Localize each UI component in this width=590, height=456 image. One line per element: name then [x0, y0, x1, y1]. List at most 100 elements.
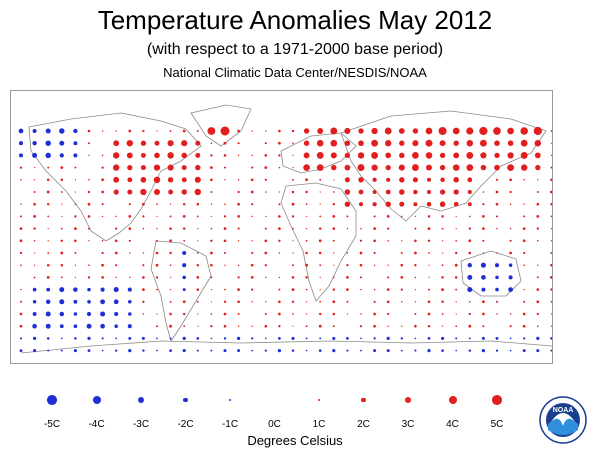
- coastline-south-america: [150, 240, 212, 342]
- warm-anomaly-dot: [210, 251, 213, 255]
- warm-anomaly-dot: [169, 264, 172, 267]
- warm-anomaly-dot: [19, 227, 23, 230]
- cold-anomaly-dot: [223, 349, 227, 353]
- warm-anomaly-dot: [167, 177, 174, 183]
- coastline-greenland: [190, 104, 252, 147]
- warm-anomaly-dot: [303, 140, 310, 146]
- warm-anomaly-dot: [427, 239, 431, 243]
- warm-anomaly-dot: [46, 178, 50, 182]
- warm-anomaly-dot: [387, 325, 389, 327]
- warm-anomaly-dot: [493, 127, 501, 135]
- warm-anomaly-dot: [332, 203, 335, 206]
- cold-anomaly-dot: [182, 288, 186, 292]
- cold-anomaly-dot: [346, 349, 349, 352]
- warm-anomaly-dot: [468, 300, 471, 303]
- warm-anomaly-dot: [223, 166, 227, 169]
- warm-anomaly-dot: [264, 227, 267, 230]
- cold-anomaly-dot: [196, 349, 199, 352]
- warm-anomaly-dot: [495, 300, 499, 303]
- warm-anomaly-dot: [19, 239, 23, 243]
- warm-anomaly-dot: [33, 264, 36, 266]
- warm-anomaly-dot: [550, 288, 552, 291]
- cold-anomaly-dot: [101, 337, 104, 340]
- warm-anomaly-dot: [455, 215, 457, 218]
- warm-anomaly-dot: [371, 139, 379, 147]
- warm-anomaly-dot: [373, 227, 376, 230]
- warm-anomaly-dot: [360, 313, 362, 315]
- warm-anomaly-dot: [167, 164, 174, 171]
- warm-anomaly-dot: [142, 129, 145, 133]
- warm-anomaly-dot: [154, 152, 160, 159]
- warm-anomaly-dot: [196, 288, 200, 291]
- cold-anomaly-dot: [19, 337, 23, 340]
- warm-anomaly-dot: [384, 127, 392, 135]
- warm-anomaly-dot: [264, 312, 267, 316]
- warm-anomaly-dot: [292, 178, 294, 181]
- warm-anomaly-dot: [142, 288, 145, 291]
- warm-anomaly-dot: [496, 227, 498, 230]
- legend-dot: [404, 396, 412, 404]
- coastlines: [20, 104, 552, 354]
- cold-anomaly-dot: [73, 349, 77, 353]
- warm-anomaly-dot: [385, 164, 391, 171]
- warm-anomaly-dot: [210, 166, 213, 169]
- warm-anomaly-dot: [358, 140, 364, 147]
- warm-anomaly-dot: [74, 252, 77, 254]
- warm-anomaly-dot: [550, 300, 552, 303]
- warm-anomaly-dot: [344, 152, 351, 159]
- cold-anomaly-dot: [468, 349, 472, 352]
- warm-anomaly-dot: [195, 140, 201, 146]
- cold-anomaly-dot: [45, 152, 51, 159]
- warm-anomaly-dot: [181, 177, 187, 183]
- warm-anomaly-dot: [344, 177, 350, 183]
- warm-anomaly-dot: [113, 164, 120, 171]
- cold-anomaly-dot: [60, 337, 63, 340]
- warm-anomaly-dot: [482, 325, 485, 328]
- warm-anomaly-dot: [373, 251, 376, 255]
- warm-anomaly-dot: [251, 240, 253, 242]
- warm-anomaly-dot: [210, 325, 213, 328]
- warm-anomaly-dot: [550, 142, 552, 144]
- warm-anomaly-dot: [196, 300, 199, 303]
- warm-anomaly-dot: [523, 251, 526, 255]
- warm-anomaly-dot: [398, 128, 405, 134]
- cold-anomaly-dot: [373, 337, 376, 340]
- cold-anomaly-dot: [536, 349, 540, 353]
- warm-anomaly-dot: [455, 288, 458, 291]
- cold-anomaly-dot: [32, 152, 38, 158]
- legend-dot: [183, 397, 188, 403]
- legend-label: 1C: [312, 419, 326, 430]
- cold-anomaly-dot: [100, 323, 105, 329]
- warm-anomaly-dot: [87, 129, 91, 133]
- warm-anomaly-dot: [127, 164, 133, 171]
- warm-anomaly-dot: [494, 140, 500, 146]
- warm-anomaly-dot: [550, 203, 552, 206]
- warm-anomaly-dot: [453, 152, 460, 159]
- warm-anomaly-dot: [536, 215, 540, 218]
- warm-anomaly-dot: [264, 166, 268, 169]
- warm-anomaly-dot: [318, 312, 322, 316]
- warm-anomaly-dot: [495, 178, 499, 181]
- warm-anomaly-dot: [509, 239, 512, 242]
- warm-anomaly-dot: [371, 151, 379, 159]
- warm-anomaly-dot: [20, 215, 22, 218]
- cold-anomaly-dot: [32, 323, 37, 329]
- warm-anomaly-dot: [182, 312, 186, 316]
- warm-anomaly-dot: [520, 127, 528, 135]
- warm-anomaly-dot: [210, 203, 213, 205]
- warm-anomaly-dot: [140, 176, 147, 183]
- warm-anomaly-dot: [509, 313, 512, 315]
- warm-anomaly-dot: [319, 215, 322, 218]
- cold-anomaly-dot: [86, 311, 92, 317]
- warm-anomaly-dot: [414, 289, 416, 291]
- cold-anomaly-dot: [169, 337, 172, 340]
- warm-anomaly-dot: [441, 264, 444, 267]
- warm-anomaly-dot: [155, 263, 159, 267]
- warm-anomaly-dot: [536, 312, 539, 316]
- warm-anomaly-dot: [101, 130, 104, 132]
- cold-anomaly-dot: [481, 348, 486, 353]
- cold-anomaly-dot: [127, 287, 132, 292]
- cold-anomaly-dot: [45, 311, 51, 317]
- warm-anomaly-dot: [210, 142, 213, 145]
- warm-anomaly-dot: [181, 140, 188, 147]
